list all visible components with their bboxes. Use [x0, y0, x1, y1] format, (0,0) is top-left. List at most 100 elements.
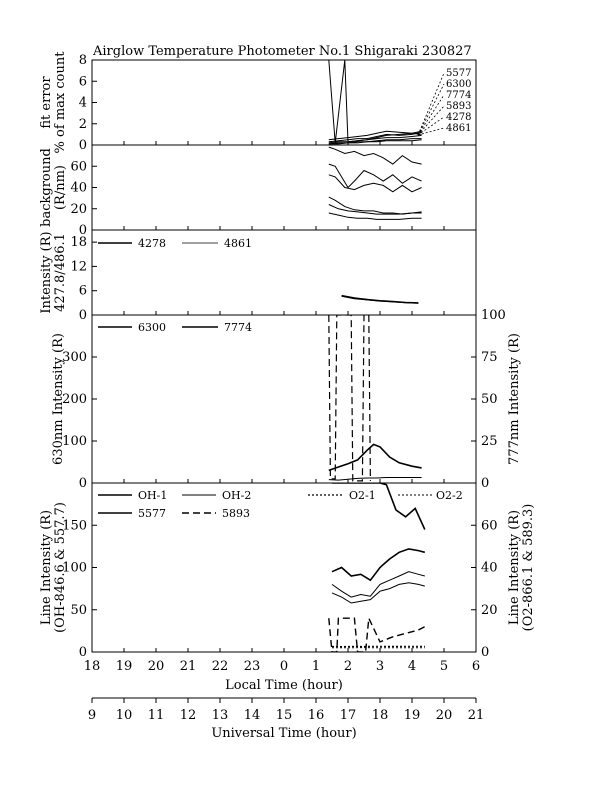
legend-label: O2-1	[349, 489, 376, 502]
series-c	[328, 174, 422, 193]
series-d	[328, 196, 422, 215]
x-tick-label-ut: 9	[88, 708, 96, 723]
series-group	[341, 294, 419, 304]
y-tick-label: 0	[79, 138, 87, 153]
x-tick-label-ut: 14	[244, 708, 261, 723]
series-7774	[328, 130, 422, 141]
y-tick-right-label: 100	[481, 308, 506, 323]
y-tick-label: 6	[79, 284, 87, 299]
series-OH-1	[331, 548, 426, 582]
y-tick-right-label: 25	[481, 434, 498, 449]
y-tick-label: 100	[62, 434, 87, 449]
y-tick-label: 0	[79, 476, 87, 491]
y-tick-right-label: 60	[481, 518, 498, 533]
y-axis-label: fit error	[39, 76, 54, 129]
x-tick-label-local: 3	[376, 659, 384, 674]
y-axis-label: 427.8/486.1	[53, 233, 68, 312]
x-tick-label-ut: 18	[372, 708, 389, 723]
legend-leader	[417, 105, 445, 136]
legend-label: 5893	[222, 507, 250, 520]
y-tick-label: 0	[79, 223, 87, 238]
y-tick-right-label: 0	[481, 645, 489, 660]
y-tick-right-label: 50	[481, 392, 498, 407]
x-tick-label-ut: 15	[276, 708, 293, 723]
series-4861	[328, 139, 422, 145]
legend-label: 7774	[224, 321, 252, 334]
x-tick-label-ut: 12	[180, 708, 197, 723]
legend-label: OH-2	[222, 489, 251, 502]
y-tick-label: 18	[70, 235, 87, 250]
x-axis-label-ut: Universal Time (hour)	[211, 726, 356, 741]
y-tick-right-label: 40	[481, 561, 498, 576]
x-tick-label-local: 19	[116, 659, 133, 674]
series-7774	[328, 477, 422, 481]
x-tick-label-ut: 16	[308, 708, 325, 723]
legend-label: 5893	[446, 101, 471, 112]
x-tick-label-local: 23	[244, 659, 261, 674]
legend-leader	[417, 83, 445, 136]
x-tick-label-ut: 10	[116, 708, 133, 723]
series-group	[328, 60, 422, 145]
series-spikes	[328, 315, 371, 482]
y-tick-label: 100	[62, 561, 87, 576]
y-tick-right-label: 0	[481, 476, 489, 491]
y-tick-label: 50	[70, 603, 87, 618]
x-tick-label-ut: 20	[436, 708, 453, 723]
x-tick-label-ut: 21	[468, 708, 485, 723]
y-axis-right-label: (O2-866.1 & 589.3)	[521, 504, 536, 632]
y-tick-label: 0	[79, 308, 87, 323]
legend-leader	[417, 127, 445, 136]
y-tick-label: 300	[62, 350, 87, 365]
x-tick-label-local: 5	[440, 659, 448, 674]
y-axis-label: % of max count	[53, 51, 68, 154]
x-tick-label-ut: 17	[340, 708, 357, 723]
y-axis-right-label: 777nm Intensity (R)	[507, 333, 522, 465]
legend-label: 4861	[446, 123, 471, 134]
legend-label: 4278	[138, 237, 166, 250]
panel-frame	[91, 144, 477, 231]
series-5577	[328, 60, 422, 143]
series-5893	[328, 615, 426, 652]
legend-label: 6300	[138, 321, 166, 334]
y-tick-label: 0	[79, 645, 87, 660]
x-tick-label-local: 0	[280, 659, 288, 674]
y-tick-right-label: 20	[481, 603, 498, 618]
x-tick-label-local: 4	[408, 659, 416, 674]
legend-label: OH-1	[138, 489, 167, 502]
series-group	[328, 146, 422, 220]
x-tick-label-local: 1	[312, 659, 320, 674]
y-tick-label: 4	[79, 96, 87, 111]
chart-title: Airglow Temperature Photometer No.1 Shig…	[92, 44, 472, 59]
y-tick-label: 20	[70, 202, 87, 217]
legend-label: 4861	[224, 237, 252, 250]
series-b	[328, 163, 422, 189]
legend-leader	[417, 116, 445, 136]
panel-frame	[91, 314, 477, 484]
panel-fit-error: 0 2 4 6 8 fit error% of max count 557763007774…	[39, 51, 477, 154]
x-tick-label-ut: 19	[404, 708, 421, 723]
legend-label: 5577	[446, 68, 471, 79]
x-tick-label-local: 2	[344, 659, 352, 674]
x-tick-label-local: 22	[212, 659, 229, 674]
legend-leader	[417, 94, 445, 136]
series-group	[328, 483, 426, 652]
legend-label: 5577	[138, 507, 166, 520]
series-OH-2	[331, 571, 425, 598]
y-tick-label: 60	[70, 159, 87, 174]
x-tick-label-ut: 13	[212, 708, 229, 723]
series-e	[328, 204, 422, 215]
series-5893	[328, 134, 422, 144]
panel-blue-intensity: 0 6 12 18 Intensity (R) 427.8/486.1 4278 4861	[39, 229, 477, 323]
x-tick-label-local: 21	[180, 659, 197, 674]
series-5577	[332, 483, 426, 530]
y-tick-label: 40	[70, 181, 87, 196]
legend-label: 6300	[446, 79, 471, 90]
y-tick-label: 200	[62, 392, 87, 407]
x-tick-label-local: 6	[472, 659, 480, 674]
y-axis-label: background	[39, 148, 54, 227]
y-tick-label: 6	[79, 74, 87, 89]
